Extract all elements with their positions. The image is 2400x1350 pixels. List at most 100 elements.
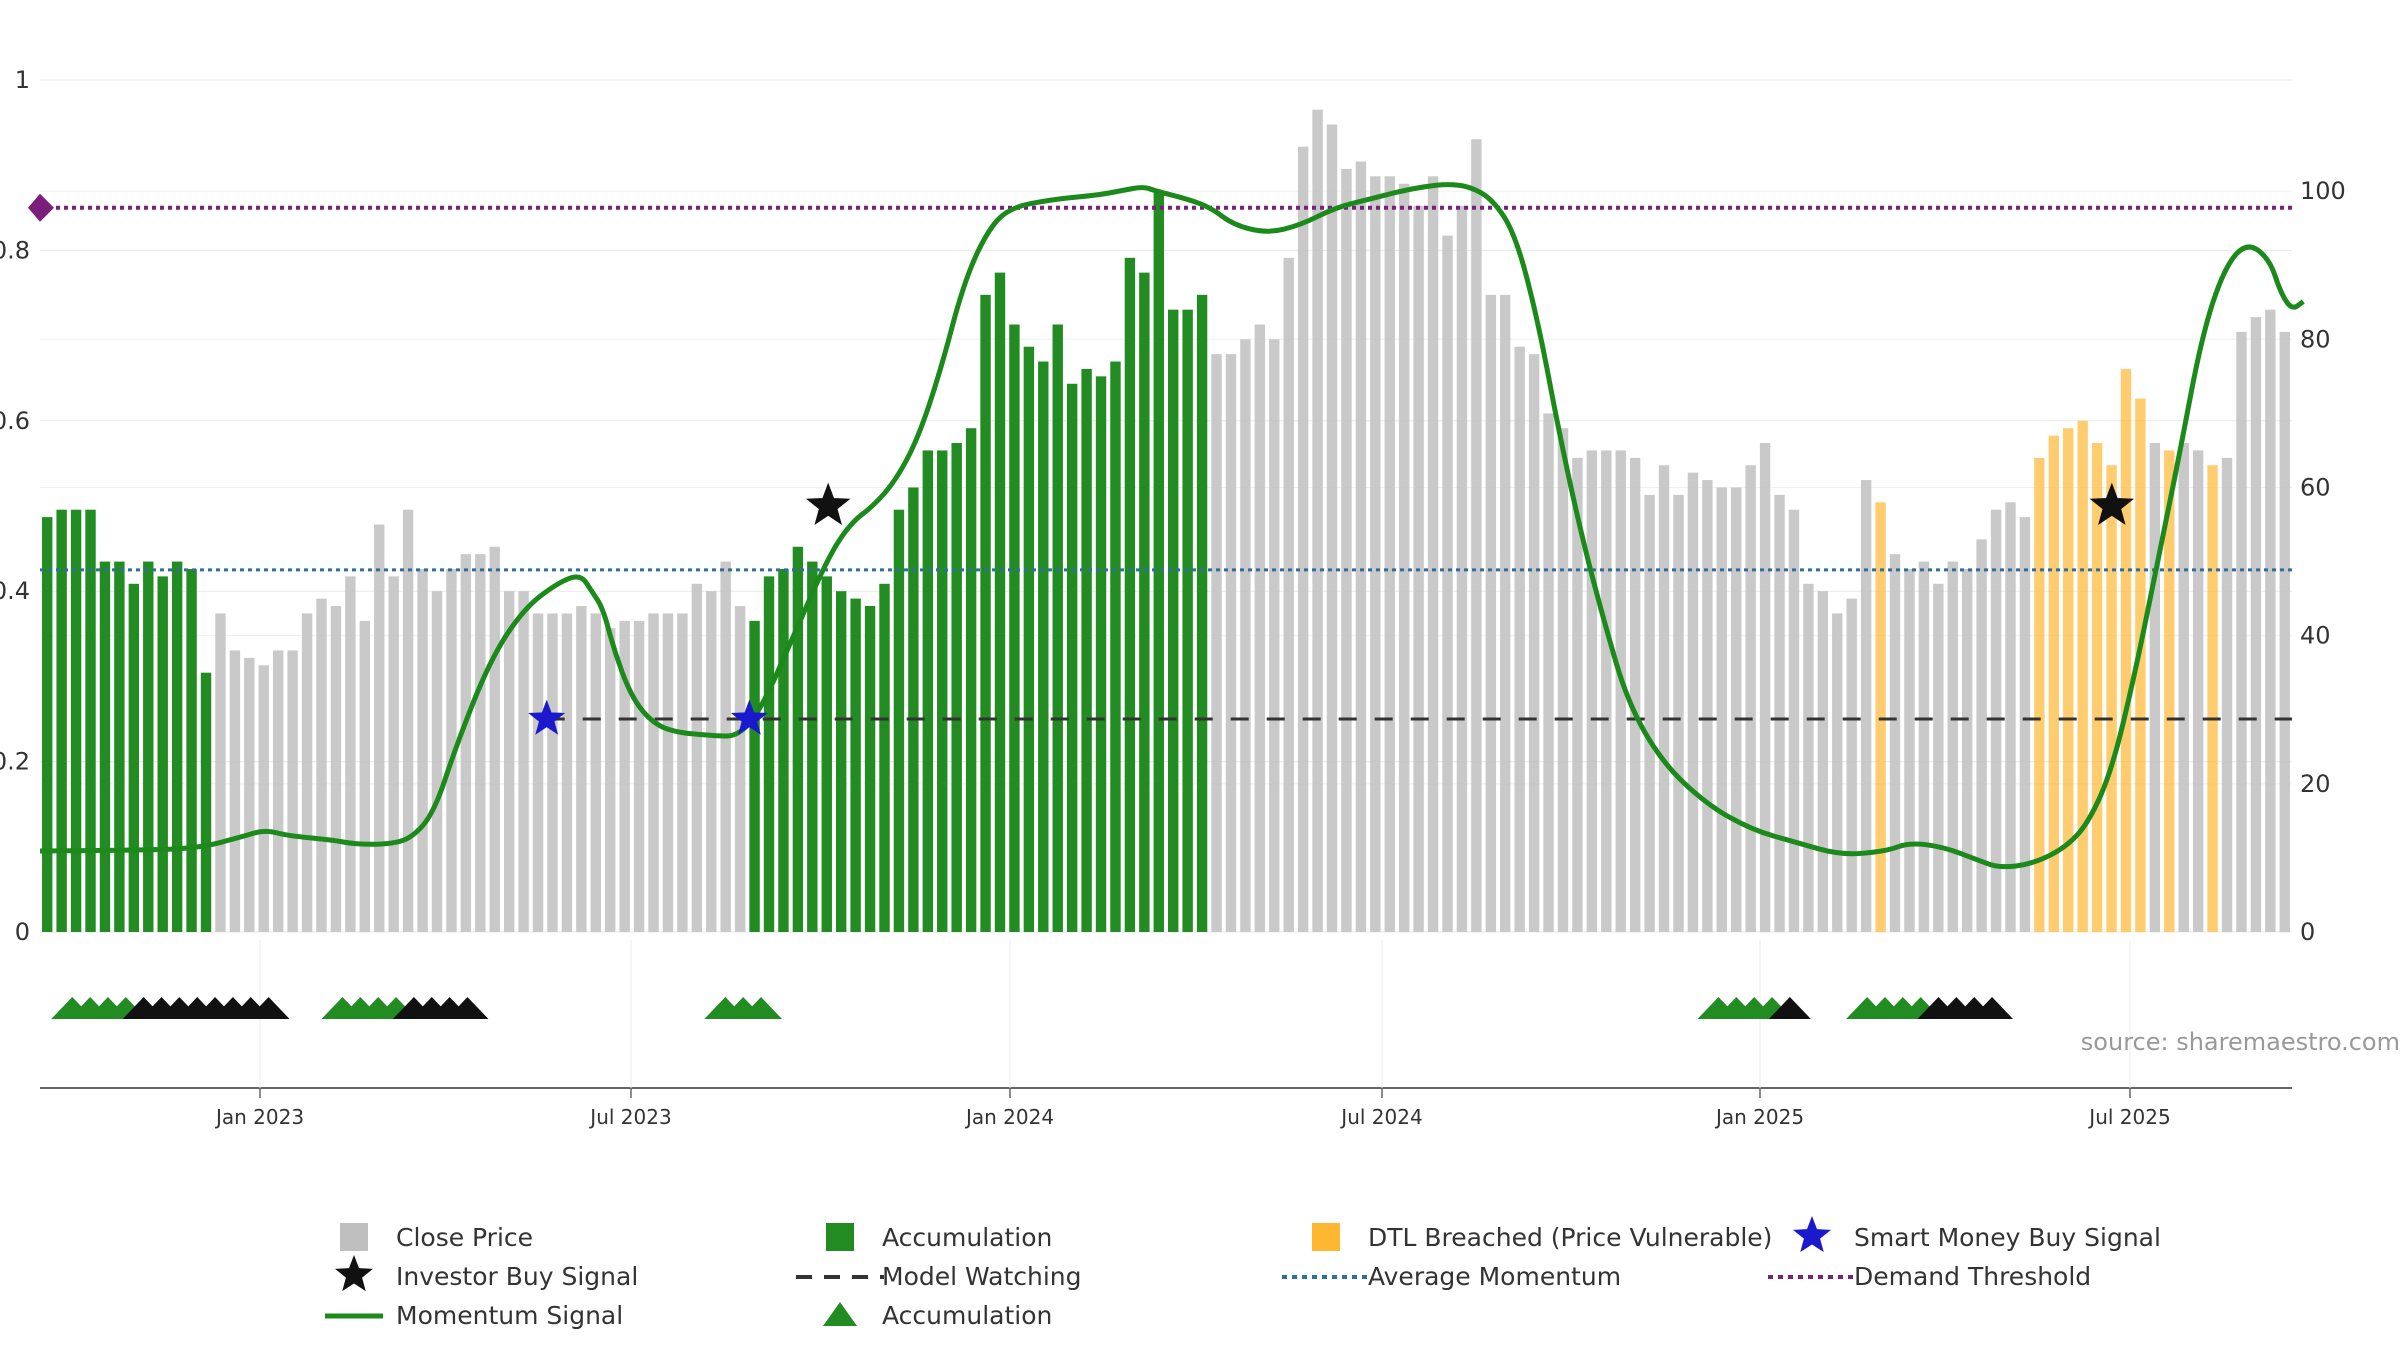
legend-label: Demand Threshold <box>1854 1262 2091 1291</box>
right-axis-tick: 80 <box>2300 325 2331 353</box>
close-price-bar <box>272 650 284 932</box>
accumulation-bar <box>850 598 861 932</box>
dtl-breached-bar <box>2091 443 2103 932</box>
close-price-bar <box>1528 354 1540 933</box>
accumulation-bar <box>1168 309 1179 932</box>
accumulation-bar <box>749 620 760 932</box>
right-axis-tick: 40 <box>2300 622 2331 650</box>
close-price-bar <box>1341 168 1352 932</box>
close-price-bar <box>417 568 428 932</box>
close-price-bar <box>1615 450 1626 932</box>
close-price-bar <box>1601 450 1612 932</box>
legend-label: Close Price <box>396 1223 533 1252</box>
x-axis-tick: Jul 2023 <box>588 1105 671 1129</box>
accumulation-bar <box>1095 376 1107 932</box>
close-price-bar <box>1745 465 1756 932</box>
accumulation-bar <box>1196 294 1208 932</box>
signal-triangle <box>446 997 489 1019</box>
momentum-signal-path <box>39 182 2305 870</box>
close-price-bar <box>1759 443 1771 932</box>
close-price-bar <box>1846 598 1857 932</box>
close-price-bar <box>1283 257 1294 932</box>
close-price-bar <box>1269 339 1280 933</box>
close-price-bar <box>1788 509 1800 932</box>
signal-triangle <box>1971 997 2014 1019</box>
close-price-bar <box>1370 176 1381 932</box>
accumulation-bar <box>99 561 111 932</box>
legend-accumulation-triangle <box>823 1302 857 1326</box>
accumulation-bar <box>763 576 775 932</box>
close-price-bar <box>2236 331 2247 933</box>
left-axis-tick: 0 <box>15 918 30 946</box>
close-price-bar <box>503 591 515 932</box>
x-axis-tick: Jan 2024 <box>964 1105 1054 1129</box>
close-price-bar <box>1456 205 1468 933</box>
dtl-breached-bar <box>2063 428 2074 932</box>
close-price-bar <box>374 524 385 932</box>
accumulation-bar <box>835 591 847 932</box>
signal-triangle <box>1768 997 1811 1019</box>
close-price-bar <box>561 613 573 932</box>
grid-lines <box>40 79 2292 933</box>
legend-smart-money-star <box>1792 1216 1832 1253</box>
close-price-bar <box>547 613 558 932</box>
dtl-breached-bar <box>2207 465 2218 932</box>
close-price-bar <box>2250 317 2262 932</box>
close-price-bar <box>1961 568 1973 932</box>
dtl-breached-bar <box>2034 457 2045 932</box>
accumulation-bar <box>922 450 934 932</box>
accumulation-bar <box>1182 309 1193 932</box>
accumulation-bar <box>980 294 991 932</box>
accumulation-bar <box>951 443 962 932</box>
accumulation-bar <box>1023 346 1035 933</box>
right-axis-tick: 100 <box>2300 177 2346 205</box>
x-axis-tick: Jul 2024 <box>1339 1105 1422 1129</box>
close-price-bar <box>2192 450 2204 932</box>
close-price-bar <box>1384 176 1395 932</box>
close-price-bar <box>1976 539 1987 932</box>
accumulation-bar <box>114 561 125 932</box>
legend-label: Model Watching <box>882 1262 1082 1291</box>
close-price-bar <box>1673 494 1684 932</box>
close-price-bar <box>576 606 587 932</box>
legend: Close Price Accumulation DTL Breached (Pri… <box>325 1216 2161 1330</box>
close-price-bar <box>1398 183 1410 932</box>
close-price-bar <box>1716 487 1727 932</box>
accumulation-bar <box>143 561 154 932</box>
close-price-bar <box>1644 494 1655 932</box>
close-price-bar <box>1557 428 1569 932</box>
legend-label: Average Momentum <box>1368 1262 1621 1291</box>
right-axis-tick: 0 <box>2300 918 2315 946</box>
right-axis-tick: 20 <box>2300 770 2331 798</box>
dtl-breached-bar <box>2120 368 2132 933</box>
legend-dtl-swatch <box>1312 1223 1340 1251</box>
close-price-bar <box>1572 457 1583 932</box>
legend-label: Accumulation <box>882 1301 1052 1330</box>
accumulation-bar <box>1153 191 1164 932</box>
accumulation-bar <box>965 428 977 932</box>
close-price-bar <box>518 591 529 932</box>
x-axis-tick: Jan 2025 <box>1714 1105 1804 1129</box>
close-price-bar <box>1889 554 1901 932</box>
close-price-bar <box>1211 354 1222 933</box>
close-price-bar <box>1514 346 1525 933</box>
close-price-bar <box>1442 235 1453 932</box>
close-price-bar <box>720 561 731 932</box>
close-price-bar <box>359 620 371 932</box>
close-price-bar <box>301 613 313 932</box>
accumulation-bar <box>792 546 804 932</box>
accumulation-bar <box>778 568 789 932</box>
demand-threshold-marker <box>28 193 54 222</box>
close-price-bar <box>1832 613 1843 932</box>
close-price-bar <box>1326 124 1338 933</box>
close-price-bar <box>1427 176 1439 932</box>
accumulation-bar <box>937 450 948 932</box>
close-price-bar <box>2279 331 2290 933</box>
dtl-breached-bar <box>1875 502 1886 932</box>
accumulation-bar <box>1124 257 1136 932</box>
accumulation-bar <box>85 509 96 932</box>
smart-money-buy-signal-star <box>528 699 566 735</box>
accumulation-bar <box>908 487 919 932</box>
close-price-bar <box>706 591 717 932</box>
